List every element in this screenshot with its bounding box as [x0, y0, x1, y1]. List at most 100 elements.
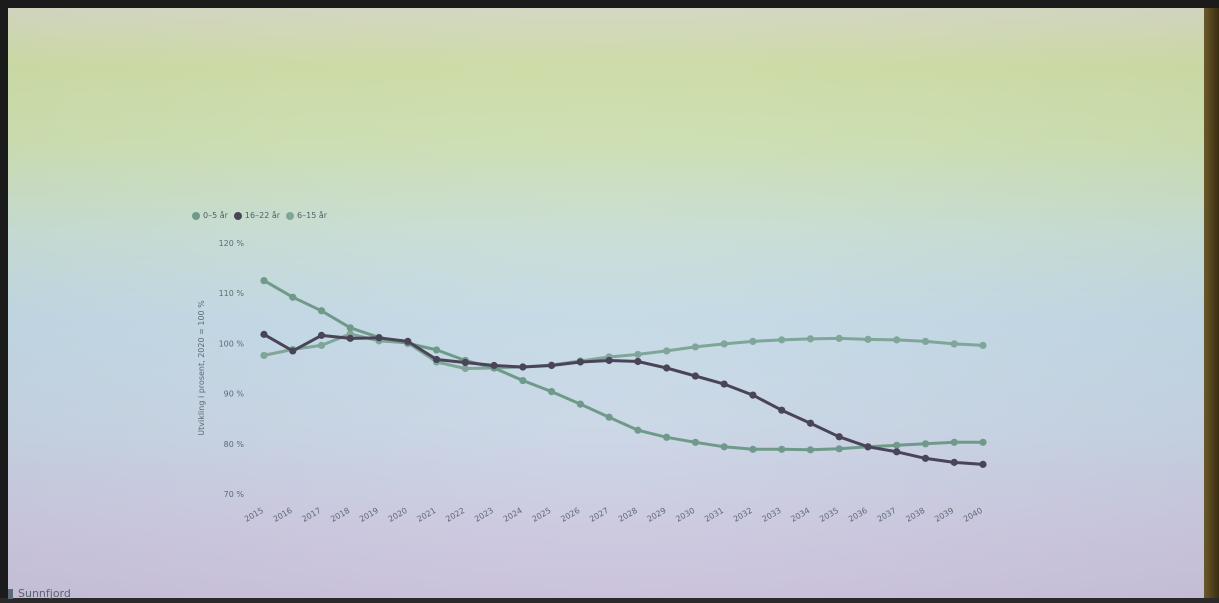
data-point: [605, 413, 613, 421]
footer-logo: Sunnfjord: [8, 587, 71, 600]
legend-dot-16-22: [233, 211, 242, 220]
data-point: [835, 445, 843, 453]
data-point: [778, 406, 786, 414]
data-point: [864, 443, 872, 451]
data-point: [691, 372, 700, 380]
data-point: [289, 293, 297, 301]
data-point: [260, 277, 268, 285]
x-tick-label: 2039: [933, 506, 955, 524]
data-point: [663, 433, 671, 441]
data-point: [461, 358, 469, 367]
data-point: [634, 357, 642, 366]
y-tick-label: 100 %: [219, 339, 245, 348]
legend-label-0-5: 0–5 år: [203, 211, 228, 220]
data-point: [576, 400, 584, 408]
series-line: [262, 332, 985, 466]
data-point: [490, 361, 498, 370]
x-tick-label: 2031: [703, 506, 725, 524]
data-point: [720, 340, 728, 348]
x-tick-label: 2022: [444, 506, 466, 524]
data-point: [317, 307, 326, 315]
screen-frame-edge: [1204, 8, 1219, 603]
x-tick-label: 2019: [358, 506, 380, 524]
legend-label-6-15: 6–15 år: [297, 211, 328, 220]
data-point: [691, 343, 700, 351]
data-point: [548, 361, 556, 370]
data-point: [950, 438, 958, 446]
x-tick-label: 2034: [789, 506, 811, 524]
data-point: [806, 446, 815, 454]
series-line: [262, 279, 985, 452]
data-point: [806, 335, 815, 343]
x-tick-label: 2028: [617, 506, 639, 524]
legend-dot-6-15: [286, 211, 295, 220]
y-tick-label: 70 %: [224, 490, 245, 499]
data-point: [979, 460, 987, 468]
y-tick-label: 80 %: [224, 440, 245, 449]
data-point: [778, 336, 786, 344]
data-point: [260, 330, 268, 338]
data-point: [432, 355, 441, 364]
legend-item-6-15: 6–15 år: [286, 211, 327, 220]
footer-brand: Sunnfjord: [18, 587, 71, 600]
data-point: [893, 448, 901, 456]
x-tick-label: 2032: [732, 506, 754, 524]
series-line: [262, 332, 985, 370]
x-tick-label: 2029: [646, 506, 668, 524]
data-point: [749, 337, 757, 345]
data-point: [749, 391, 757, 399]
y-tick-label: 90 %: [224, 390, 245, 399]
data-point: [921, 337, 930, 345]
x-tick-label: 2038: [904, 506, 926, 524]
y-axis-title: Utvikling i prosent, 2020 = 100 %: [197, 300, 206, 436]
data-point: [979, 438, 987, 446]
x-tick-label: 2037: [876, 506, 898, 524]
data-point: [950, 340, 958, 348]
data-point: [778, 445, 786, 453]
data-point: [634, 350, 642, 359]
data-point: [548, 387, 556, 396]
data-point: [864, 335, 872, 343]
data-point: [519, 376, 527, 385]
screen-frame-bottom: [0, 598, 1219, 603]
data-point: [634, 426, 642, 434]
legend-dot-0-5: [192, 211, 200, 220]
x-tick-label: 2016: [272, 506, 294, 524]
x-tick-label: 2025: [530, 506, 552, 524]
legend-item-16-22: 16–22 år: [233, 211, 281, 220]
data-point: [289, 347, 297, 355]
x-tick-label: 2035: [818, 506, 840, 524]
data-point: [835, 433, 843, 441]
legend-item-0-5: 0–5 år: [192, 211, 228, 220]
data-point: [346, 334, 354, 342]
data-point: [317, 341, 326, 350]
x-tick-label: 2036: [847, 506, 869, 524]
data-point: [720, 380, 728, 388]
data-point: [663, 347, 671, 355]
x-tick-label: 2021: [415, 506, 437, 524]
data-point: [691, 438, 700, 446]
x-tick-label: 2030: [674, 506, 696, 524]
x-tick-label: 2018: [329, 506, 351, 524]
data-point: [893, 336, 901, 344]
data-point: [921, 454, 930, 462]
data-point: [806, 419, 815, 427]
data-point: [317, 331, 326, 339]
x-tick-label: 2017: [300, 506, 322, 524]
data-point: [605, 356, 613, 365]
data-point: [720, 443, 728, 451]
data-point: [835, 334, 843, 342]
data-point: [979, 341, 987, 350]
legend-label-16-22: 16–22 år: [244, 211, 281, 220]
data-point: [576, 358, 584, 366]
x-tick-label: 2020: [387, 506, 409, 524]
x-tick-label: 2026: [559, 506, 581, 524]
data-point: [375, 334, 383, 342]
x-tick-label: 2023: [473, 506, 495, 524]
x-tick-label: 2027: [588, 506, 610, 524]
projection-screen: [8, 8, 1204, 600]
y-tick-label: 110 %: [219, 289, 245, 298]
y-tick-label: 120 %: [219, 239, 245, 248]
data-point: [749, 445, 757, 453]
